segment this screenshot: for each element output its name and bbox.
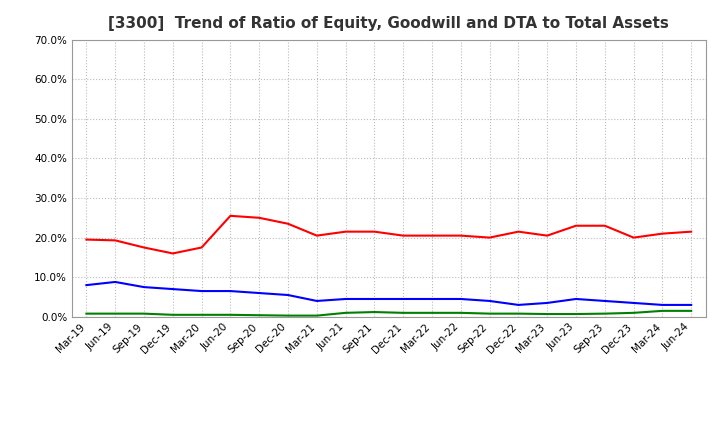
Equity xyxy=(629,235,638,240)
Deferred Tax Assets xyxy=(197,312,206,317)
Deferred Tax Assets xyxy=(600,311,609,316)
Equity xyxy=(226,213,235,218)
Deferred Tax Assets xyxy=(658,308,667,313)
Goodwill xyxy=(111,279,120,285)
Deferred Tax Assets xyxy=(82,311,91,316)
Deferred Tax Assets xyxy=(140,311,148,316)
Deferred Tax Assets xyxy=(284,313,292,318)
Deferred Tax Assets xyxy=(456,310,465,315)
Equity xyxy=(399,233,408,238)
Goodwill xyxy=(543,300,552,305)
Equity xyxy=(370,229,379,234)
Equity xyxy=(600,223,609,228)
Deferred Tax Assets xyxy=(399,310,408,315)
Equity xyxy=(312,233,321,238)
Deferred Tax Assets xyxy=(255,312,264,318)
Deferred Tax Assets xyxy=(370,309,379,315)
Goodwill xyxy=(370,297,379,302)
Goodwill xyxy=(456,297,465,302)
Goodwill xyxy=(485,298,494,304)
Deferred Tax Assets xyxy=(111,311,120,316)
Equity xyxy=(341,229,350,234)
Equity xyxy=(456,233,465,238)
Equity xyxy=(168,251,177,256)
Equity xyxy=(485,235,494,240)
Equity xyxy=(687,229,696,234)
Equity xyxy=(82,237,91,242)
Equity xyxy=(428,233,436,238)
Deferred Tax Assets xyxy=(312,313,321,318)
Equity xyxy=(255,215,264,220)
Goodwill xyxy=(168,286,177,292)
Equity xyxy=(658,231,667,236)
Goodwill xyxy=(312,298,321,304)
Goodwill xyxy=(514,302,523,308)
Goodwill xyxy=(341,297,350,302)
Equity xyxy=(140,245,148,250)
Deferred Tax Assets xyxy=(687,308,696,313)
Goodwill xyxy=(629,300,638,305)
Deferred Tax Assets xyxy=(485,311,494,316)
Deferred Tax Assets xyxy=(514,311,523,316)
Equity xyxy=(514,229,523,234)
Deferred Tax Assets xyxy=(543,312,552,317)
Goodwill xyxy=(428,297,436,302)
Line: Goodwill: Goodwill xyxy=(86,282,691,305)
Deferred Tax Assets xyxy=(226,312,235,317)
Deferred Tax Assets xyxy=(572,312,580,317)
Goodwill xyxy=(284,292,292,297)
Equity xyxy=(197,245,206,250)
Equity xyxy=(284,221,292,226)
Goodwill xyxy=(600,298,609,304)
Goodwill xyxy=(572,297,580,302)
Deferred Tax Assets xyxy=(341,310,350,315)
Goodwill xyxy=(687,302,696,308)
Equity xyxy=(572,223,580,228)
Title: [3300]  Trend of Ratio of Equity, Goodwill and DTA to Total Assets: [3300] Trend of Ratio of Equity, Goodwil… xyxy=(109,16,669,32)
Equity xyxy=(543,233,552,238)
Goodwill xyxy=(658,302,667,308)
Goodwill xyxy=(226,289,235,294)
Goodwill xyxy=(82,282,91,288)
Goodwill xyxy=(255,290,264,296)
Equity xyxy=(111,238,120,243)
Goodwill xyxy=(140,284,148,290)
Deferred Tax Assets xyxy=(168,312,177,317)
Line: Deferred Tax Assets: Deferred Tax Assets xyxy=(86,311,691,315)
Goodwill xyxy=(197,289,206,294)
Goodwill xyxy=(399,297,408,302)
Deferred Tax Assets xyxy=(428,310,436,315)
Line: Equity: Equity xyxy=(86,216,691,253)
Deferred Tax Assets xyxy=(629,310,638,315)
